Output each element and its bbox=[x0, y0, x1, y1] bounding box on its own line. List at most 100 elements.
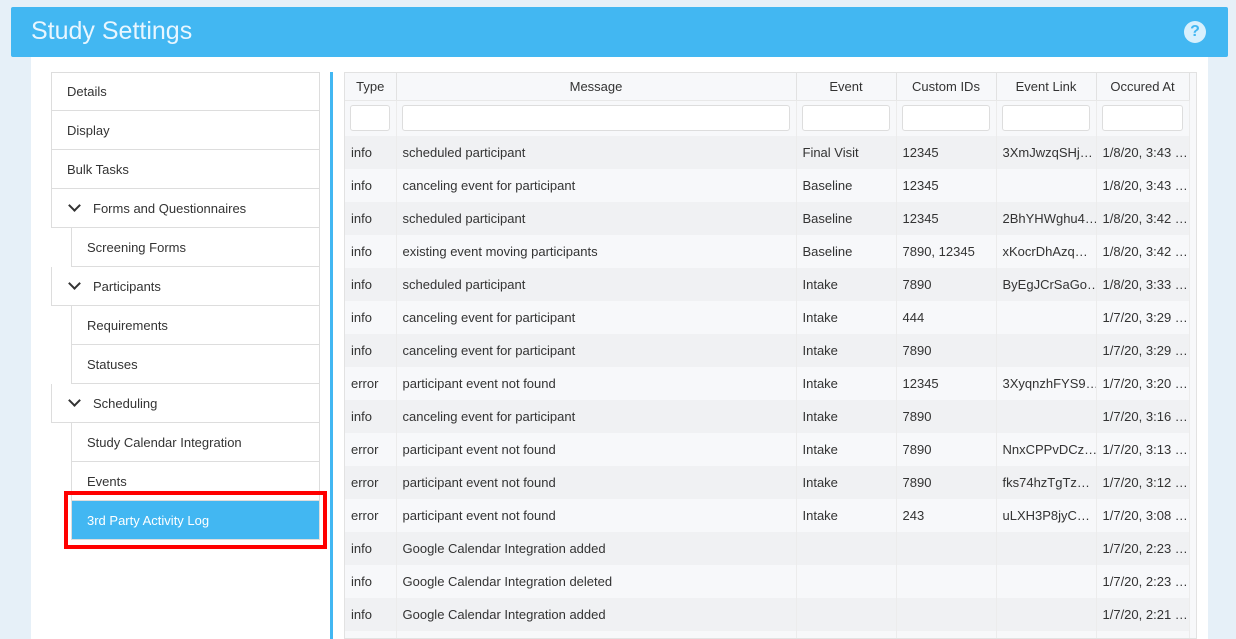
table-cell: Google Calendar Integration deleted bbox=[396, 565, 797, 598]
table-row[interactable]: info Google Calendar Integration deleted 1… bbox=[345, 565, 1190, 598]
table-cell: 3XyqnzhFYS9… bbox=[996, 367, 1097, 400]
table-cell bbox=[896, 565, 997, 598]
table-cell: scheduled participant bbox=[396, 202, 797, 235]
table-cell: Baseline bbox=[796, 202, 897, 235]
table-row[interactable] bbox=[345, 631, 1190, 638]
page-header: Study Settings ? bbox=[11, 7, 1228, 57]
table-row[interactable]: error participant event not found Intake 78… bbox=[345, 466, 1190, 499]
table-cell bbox=[796, 565, 897, 598]
filter-cell bbox=[396, 100, 797, 136]
table-cell: 1/7/20, 3:13 … bbox=[1096, 433, 1190, 466]
filter-cell bbox=[1096, 100, 1190, 136]
table-row[interactable]: error participant event not found Intake 12… bbox=[345, 367, 1190, 400]
table-row[interactable]: info scheduled participant Baseline 12345 2B… bbox=[345, 202, 1190, 235]
table-cell: scheduled participant bbox=[396, 136, 797, 169]
table-cell: 1/8/20, 3:43 … bbox=[1096, 136, 1190, 169]
table-cell bbox=[896, 532, 997, 565]
table-cell: participant event not found bbox=[396, 367, 797, 400]
table-cell bbox=[1096, 631, 1190, 638]
sidebar-item[interactable]: Requirements bbox=[71, 306, 320, 345]
table-cell: info bbox=[345, 169, 397, 202]
sidebar-item-label: Scheduling bbox=[93, 395, 158, 411]
table-cell bbox=[996, 334, 1097, 367]
table-cell: 1/8/20, 3:43 … bbox=[1096, 169, 1190, 202]
sidebar-item[interactable]: Participants bbox=[51, 267, 320, 306]
table-cell: canceling event for participant bbox=[396, 169, 797, 202]
chevron-down-icon[interactable] bbox=[68, 199, 81, 212]
sidebar-item[interactable]: Scheduling bbox=[51, 384, 320, 423]
table-cell: Intake bbox=[796, 499, 897, 532]
table-row[interactable]: info canceling event for participant Intak… bbox=[345, 334, 1190, 367]
sidebar-item[interactable]: 3rd Party Activity Log bbox=[71, 501, 320, 540]
table-cell: 2BhYHWghu4… bbox=[996, 202, 1097, 235]
table-row[interactable]: info canceling event for participant Basel… bbox=[345, 169, 1190, 202]
table-cell: info bbox=[345, 301, 397, 334]
sidebar-item[interactable]: Statuses bbox=[71, 345, 320, 384]
table-cell: canceling event for participant bbox=[396, 334, 797, 367]
table-cell bbox=[996, 598, 1097, 631]
column-header[interactable]: Type bbox=[345, 73, 397, 101]
table-cell: info bbox=[345, 532, 397, 565]
table-row[interactable]: info canceling event for participant Intak… bbox=[345, 301, 1190, 334]
table-cell: canceling event for participant bbox=[396, 301, 797, 334]
column-header[interactable]: Message bbox=[396, 73, 797, 101]
table-cell bbox=[796, 631, 897, 638]
sidebar-item-label: Requirements bbox=[87, 317, 168, 333]
column-filter-input[interactable] bbox=[801, 105, 890, 132]
table-cell bbox=[996, 631, 1097, 638]
column-header[interactable]: Event Link bbox=[996, 73, 1097, 101]
table-cell: info bbox=[345, 400, 397, 433]
sidebar-item-label: Events bbox=[87, 473, 127, 489]
table-cell: canceling event for participant bbox=[396, 400, 797, 433]
column-filter-input[interactable] bbox=[1101, 105, 1183, 132]
table-cell: info bbox=[345, 268, 397, 301]
table-cell: Intake bbox=[796, 466, 897, 499]
table-cell: NnxCPPvDCz… bbox=[996, 433, 1097, 466]
table-cell: 7890 bbox=[896, 400, 997, 433]
column-header[interactable]: Custom IDs bbox=[896, 73, 997, 101]
sidebar-item[interactable]: Display bbox=[51, 111, 320, 150]
table-cell: Intake bbox=[796, 301, 897, 334]
highlight-box bbox=[64, 491, 327, 549]
column-header[interactable]: Event bbox=[796, 73, 897, 101]
sidebar-item-label: Forms and Questionnaires bbox=[93, 200, 247, 216]
sidebar-item[interactable]: Details bbox=[51, 72, 320, 111]
settings-panel: Details Display Bulk Tasks Forms and Questi… bbox=[31, 57, 1208, 639]
chevron-down-icon[interactable] bbox=[68, 277, 81, 290]
table-row[interactable]: info scheduled participant Final Visit 1234… bbox=[345, 136, 1190, 169]
column-filter-input[interactable] bbox=[350, 105, 390, 132]
table-row[interactable]: info scheduled participant Intake 7890 ByEgJ… bbox=[345, 268, 1190, 301]
column-filter-input[interactable] bbox=[1001, 105, 1090, 132]
question-circle-icon[interactable]: ? bbox=[1184, 21, 1206, 43]
table-cell: error bbox=[345, 367, 397, 400]
table-cell: participant event not found bbox=[396, 433, 797, 466]
table-cell bbox=[896, 598, 997, 631]
chevron-down-icon[interactable] bbox=[68, 394, 81, 407]
table-row[interactable]: error participant event not found Intake 78… bbox=[345, 433, 1190, 466]
sidebar-item[interactable]: Study Calendar Integration bbox=[71, 423, 320, 462]
column-filter-input[interactable] bbox=[401, 105, 790, 132]
sidebar-item-label: Participants bbox=[93, 278, 161, 294]
table-row[interactable]: error participant event not found Intake 24… bbox=[345, 499, 1190, 532]
table-row[interactable]: info Google Calendar Integration added 1/7… bbox=[345, 598, 1190, 631]
table-cell: info bbox=[345, 334, 397, 367]
filter-cell bbox=[796, 100, 897, 136]
column-filter-input[interactable] bbox=[901, 105, 990, 132]
table-cell bbox=[796, 532, 897, 565]
table-cell: Baseline bbox=[796, 169, 897, 202]
sidebar-item[interactable]: Screening Forms bbox=[71, 228, 320, 267]
table-cell: info bbox=[345, 136, 397, 169]
table-cell: xKocrDhAzq… bbox=[996, 235, 1097, 268]
table-cell bbox=[996, 301, 1097, 334]
column-header[interactable]: Occured At bbox=[1096, 73, 1190, 101]
table-cell: 1/7/20, 3:12 … bbox=[1096, 466, 1190, 499]
table-row[interactable]: info existing event moving participants Ba… bbox=[345, 235, 1190, 268]
activity-log-table: Type Message Event Custom IDs Event Link Occu… bbox=[344, 72, 1197, 639]
sidebar-item[interactable]: Bulk Tasks bbox=[51, 150, 320, 189]
table-row[interactable]: info canceling event for participant Intak… bbox=[345, 400, 1190, 433]
sidebar-item[interactable]: Forms and Questionnaires bbox=[51, 189, 320, 228]
table-cell: 1/7/20, 2:23 … bbox=[1096, 532, 1190, 565]
table-cell: error bbox=[345, 466, 397, 499]
table-cell: 444 bbox=[896, 301, 997, 334]
table-row[interactable]: info Google Calendar Integration added 1/7… bbox=[345, 532, 1190, 565]
